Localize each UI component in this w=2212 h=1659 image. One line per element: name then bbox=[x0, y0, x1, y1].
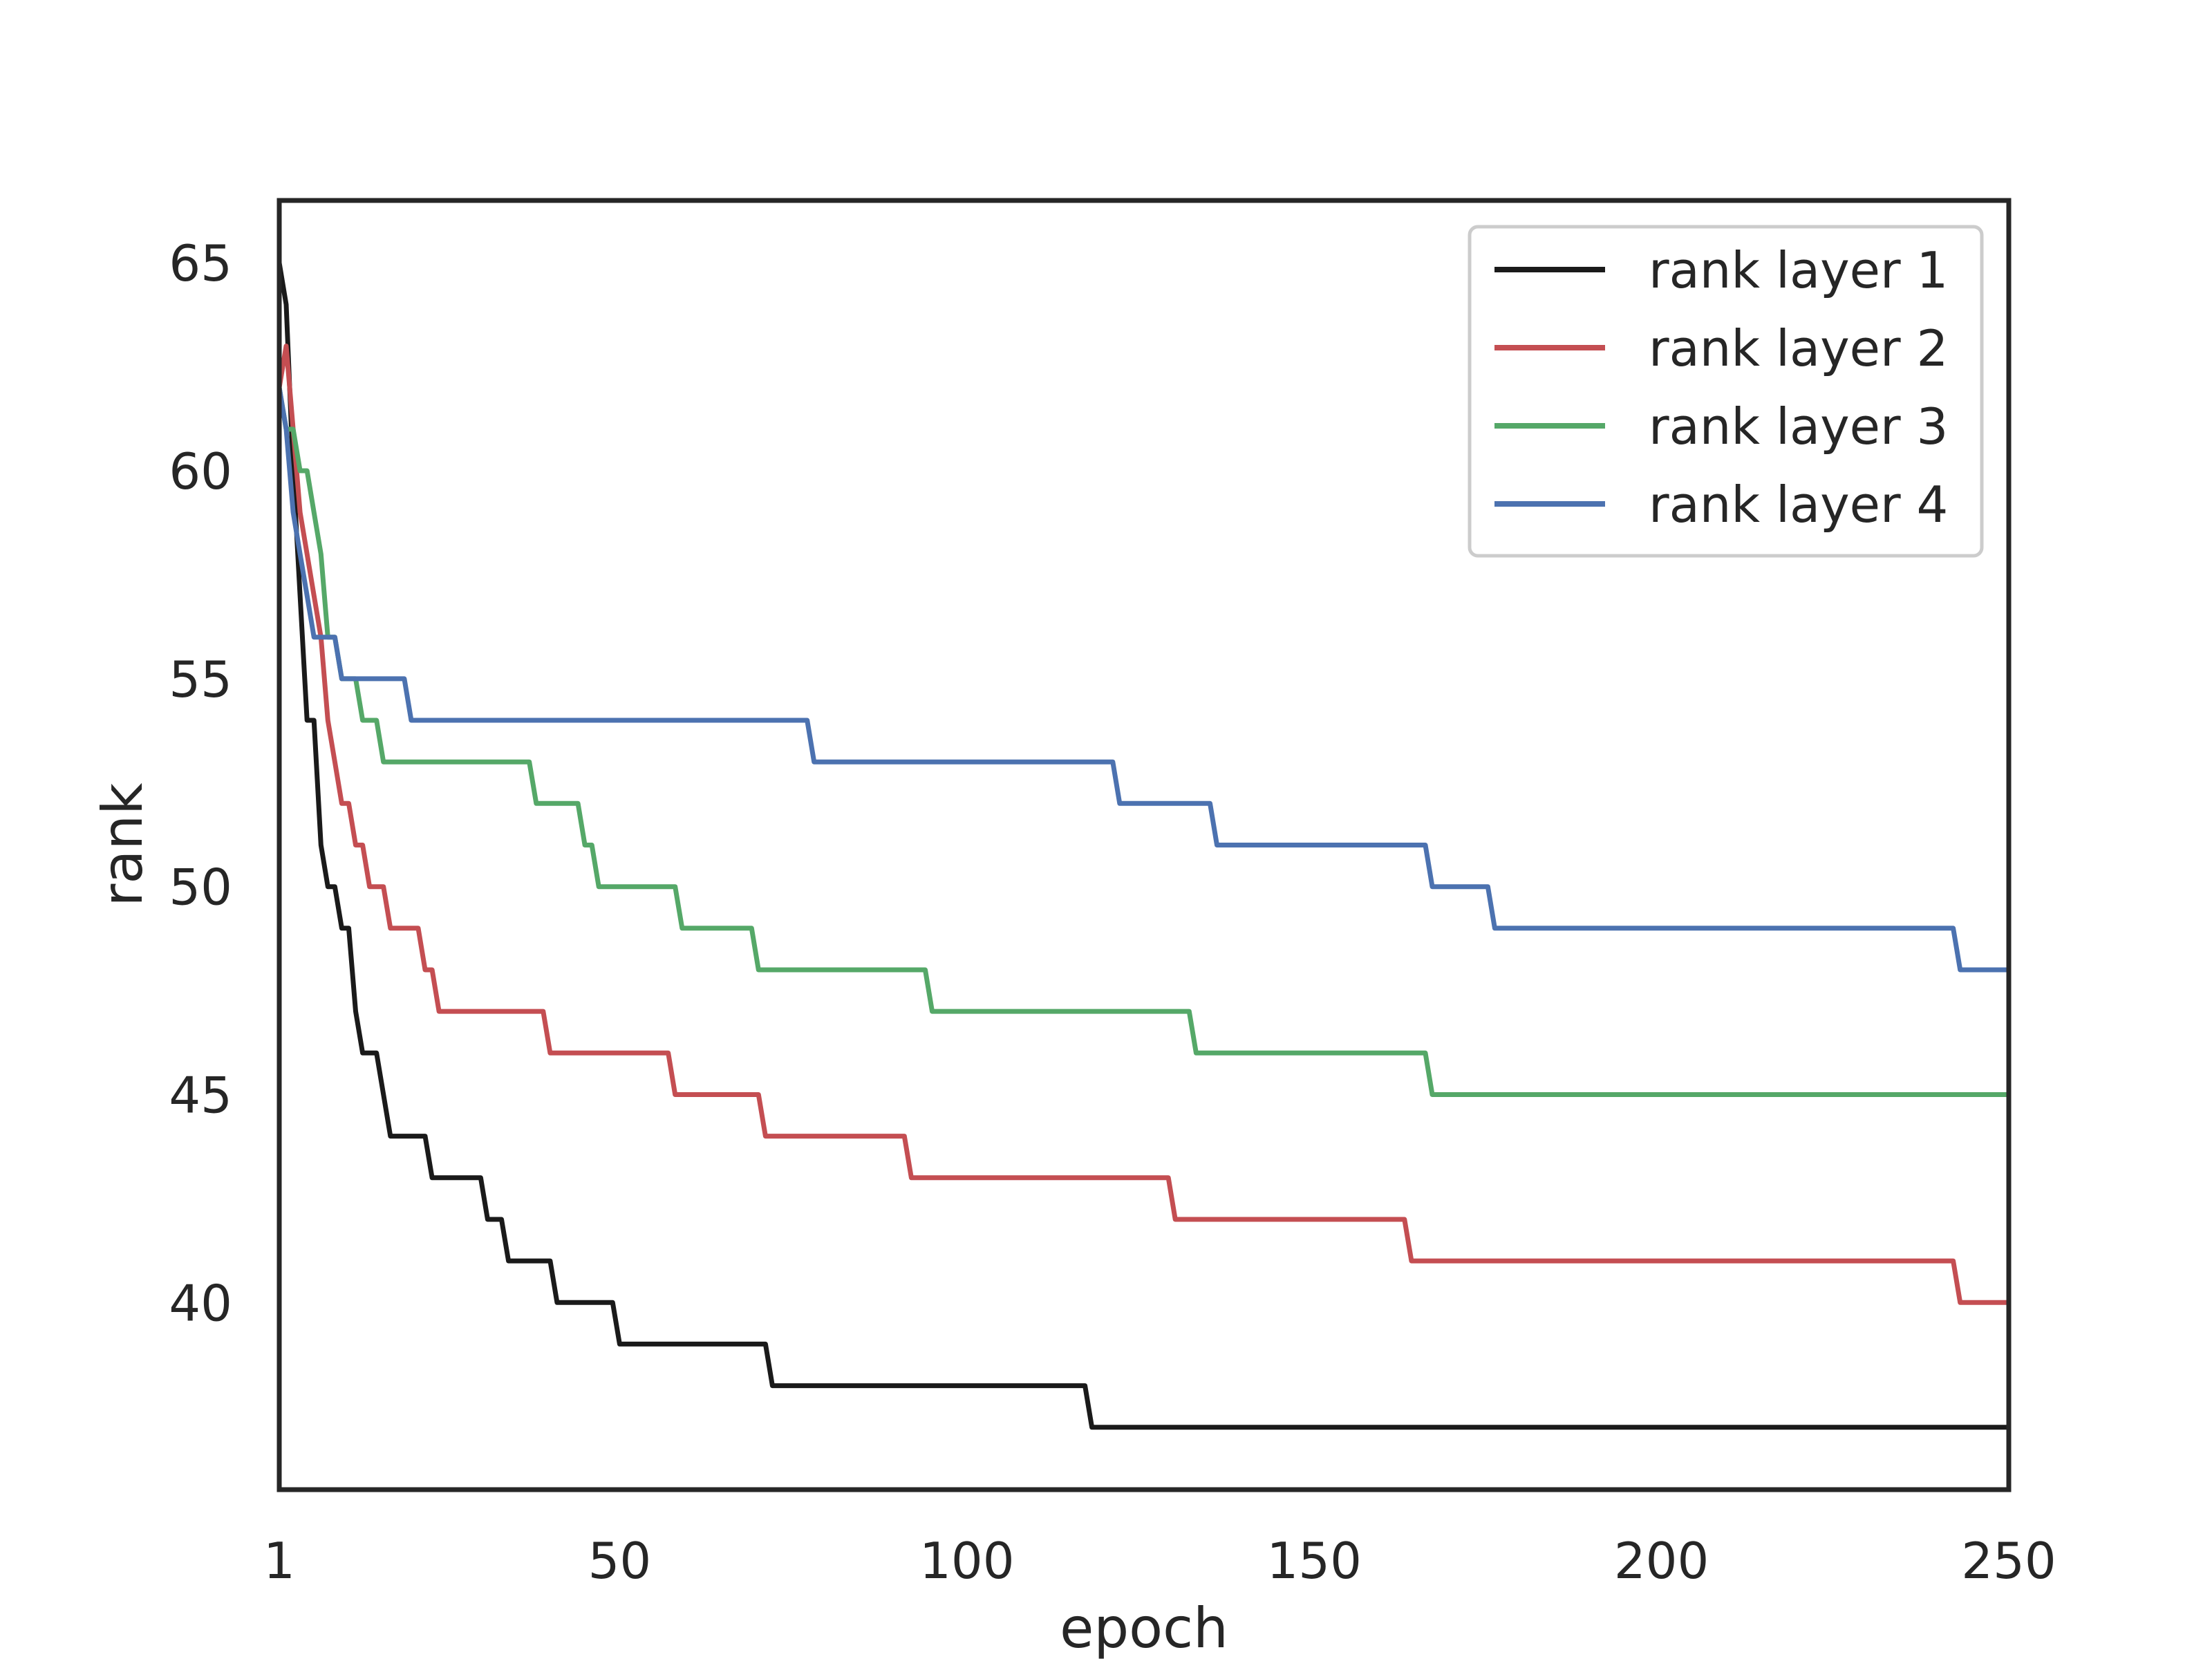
x-tick-label: 100 bbox=[919, 1532, 1014, 1590]
y-tick-label: 55 bbox=[169, 650, 232, 709]
x-axis-ticks: 1 50 100 150 200 250 bbox=[263, 1532, 2056, 1590]
series-line-layer-4 bbox=[276, 387, 2009, 973]
y-axis-label: rank bbox=[91, 782, 155, 907]
legend-items: rank layer 1 rank layer 2 rank layer 3 rank… bbox=[1494, 241, 1948, 534]
legend: rank layer 1 rank layer 2 rank layer 3 rank… bbox=[1468, 225, 1984, 558]
x-tick-label: 250 bbox=[1961, 1532, 2056, 1590]
y-tick-label: 40 bbox=[169, 1274, 232, 1332]
y-axis-ticks: 40 45 50 55 60 65 bbox=[169, 234, 232, 1332]
x-axis-label: epoch bbox=[1060, 1596, 1228, 1659]
y-tick-label: 45 bbox=[169, 1067, 232, 1125]
legend-box bbox=[1468, 225, 1984, 558]
y-tick-label: 60 bbox=[169, 442, 232, 500]
x-tick-label: 150 bbox=[1266, 1532, 1361, 1590]
series-line-layer-3 bbox=[276, 387, 2009, 1097]
legend-label-layer-1: rank layer 1 bbox=[1649, 241, 1948, 299]
plot-frame bbox=[276, 198, 2012, 1492]
y-tick-label: 65 bbox=[169, 234, 232, 292]
series-line-layer-2 bbox=[276, 344, 2009, 1305]
series-lines bbox=[276, 262, 2009, 1430]
legend-label-layer-3: rank layer 3 bbox=[1649, 397, 1948, 456]
legend-label-layer-2: rank layer 2 bbox=[1649, 319, 1948, 377]
series-line-layer-1 bbox=[276, 262, 2009, 1430]
x-tick-label: 200 bbox=[1614, 1532, 1709, 1590]
y-tick-label: 50 bbox=[169, 859, 232, 917]
legend-label-layer-4: rank layer 4 bbox=[1649, 476, 1948, 534]
x-tick-label: 50 bbox=[588, 1532, 652, 1590]
x-tick-label: 1 bbox=[263, 1532, 295, 1590]
